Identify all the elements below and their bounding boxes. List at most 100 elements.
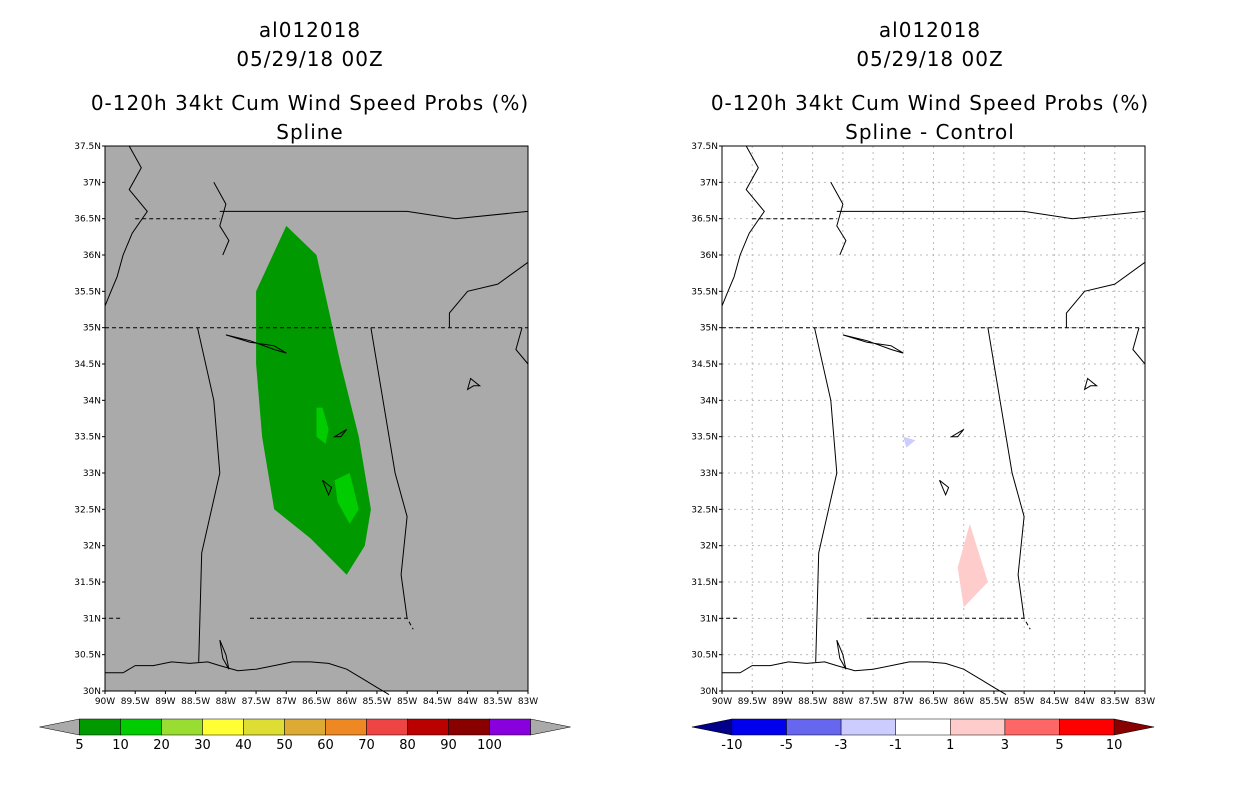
lon-label: 83W (1135, 697, 1155, 707)
state-border-dashed (250, 617, 414, 630)
prob-10-area (334, 473, 359, 524)
legend-label: 5 (75, 738, 83, 753)
lat-label: 35N (83, 324, 101, 334)
legend-swatch (284, 718, 326, 736)
legend-swatch (950, 718, 1006, 736)
lon-label: 90W (95, 697, 115, 707)
right-datetime: 05/29/18 00Z (856, 47, 1004, 71)
right-product: 0-120h 34kt Cum Wind Speed Probs (%) (710, 91, 1150, 115)
lon-label: 90W (712, 697, 732, 707)
lon-label: 88W (216, 697, 236, 707)
lon-label: 88.5W (798, 697, 827, 707)
legend-swatch (325, 718, 367, 736)
lat-label: 36.5N (691, 215, 718, 225)
lat-label: 31N (83, 614, 101, 624)
lake-outline (332, 428, 348, 438)
lon-label: 85.5W (362, 697, 391, 707)
lon-label: 86W (337, 697, 357, 707)
state-border (448, 261, 529, 328)
lon-label: 88W (833, 697, 853, 707)
legend-swatch (489, 718, 531, 736)
right-variant: Spline - Control (845, 120, 1015, 144)
legend-label: 5 (1055, 738, 1063, 753)
river-border (104, 145, 148, 307)
lat-label: 36.5N (74, 215, 101, 225)
lat-label: 30.5N (691, 651, 718, 661)
legend-label: 10 (1106, 738, 1123, 753)
lake-outline (1083, 377, 1099, 391)
legend-swatch (161, 718, 203, 736)
lat-label: 34N (83, 396, 101, 406)
legend-swatch (1004, 718, 1060, 736)
lake-outline (836, 639, 847, 670)
legend-swatch (120, 718, 162, 736)
right-map: 37.5N 37N 36.5N 36N 35.5N 35N 34.5N 34N 33.5N 33N… (691, 142, 1155, 707)
lake-outline (949, 428, 965, 438)
lon-label: 87.5W (242, 697, 271, 707)
lat-label: 32N (83, 542, 101, 552)
legend-label: 60 (317, 738, 334, 753)
state-border (1065, 261, 1146, 328)
lat-label: 30N (83, 687, 101, 697)
lat-label: 33N (700, 469, 718, 479)
left-title: al012018 05/29/18 00Z (60, 16, 560, 74)
lon-label: 86.5W (302, 697, 331, 707)
lake-outline (322, 479, 333, 497)
lon-label: 85W (1014, 697, 1034, 707)
lat-label: 32.5N (74, 505, 101, 515)
lake-outline (939, 479, 950, 497)
legend-right-arrow (1113, 718, 1155, 736)
left-variant: Spline (276, 120, 344, 144)
legend-label: 10 (112, 738, 129, 753)
legend-label: 80 (399, 738, 416, 753)
coastline (722, 661, 1007, 696)
lon-label: 85W (397, 697, 417, 707)
lon-label: 89W (772, 697, 792, 707)
right-legend: -10 -5 -3 -1 1 3 5 10 (691, 718, 1155, 753)
lat-label: 30.5N (74, 651, 101, 661)
lat-label: 33.5N (691, 433, 718, 443)
legend-swatch (731, 718, 787, 736)
lon-label: 86.5W (919, 697, 948, 707)
lake-outline (219, 639, 230, 670)
lat-label: 31.5N (74, 578, 101, 588)
lat-label: 31.5N (691, 578, 718, 588)
left-legend: 5 10 20 30 40 50 60 70 80 90 100 (39, 718, 571, 753)
legend-swatch (1059, 718, 1115, 736)
left-subtitle: 0-120h 34kt Cum Wind Speed Probs (%) Spl… (60, 89, 560, 147)
legend-label: 50 (276, 738, 293, 753)
state-border-dashed (867, 617, 1031, 630)
lat-label: 33N (83, 469, 101, 479)
lat-label: 37.5N (691, 142, 718, 152)
lon-label: 84.5W (423, 697, 452, 707)
legend-left-arrow (39, 718, 80, 736)
legend-label: -5 (780, 738, 793, 753)
lat-label: 34.5N (691, 360, 718, 370)
lon-label: 89W (155, 697, 175, 707)
legend-swatch (840, 718, 896, 736)
state-border (836, 210, 1146, 220)
lon-label: 87W (276, 697, 296, 707)
lake-outline (225, 334, 287, 354)
legend-label: -1 (889, 738, 902, 753)
lon-label: 84.5W (1040, 697, 1069, 707)
lon-label: 86W (954, 697, 974, 707)
state-border (515, 327, 529, 365)
lat-label: 30N (700, 687, 718, 697)
lon-label: 87.5W (859, 697, 888, 707)
lat-label: 36N (83, 251, 101, 261)
lat-label: 34.5N (74, 360, 101, 370)
legend-label: 30 (194, 738, 211, 753)
legend-swatch (243, 718, 285, 736)
state-border (814, 327, 838, 662)
legend-label: -3 (835, 738, 848, 753)
legend-label: 40 (235, 738, 252, 753)
lat-label: 35.5N (74, 287, 101, 297)
state-border (987, 327, 1025, 619)
coastline (105, 661, 390, 696)
diff-negative-area (903, 436, 916, 448)
legend-label: -10 (721, 738, 742, 753)
state-border (219, 210, 529, 220)
lat-label: 32.5N (691, 505, 718, 515)
